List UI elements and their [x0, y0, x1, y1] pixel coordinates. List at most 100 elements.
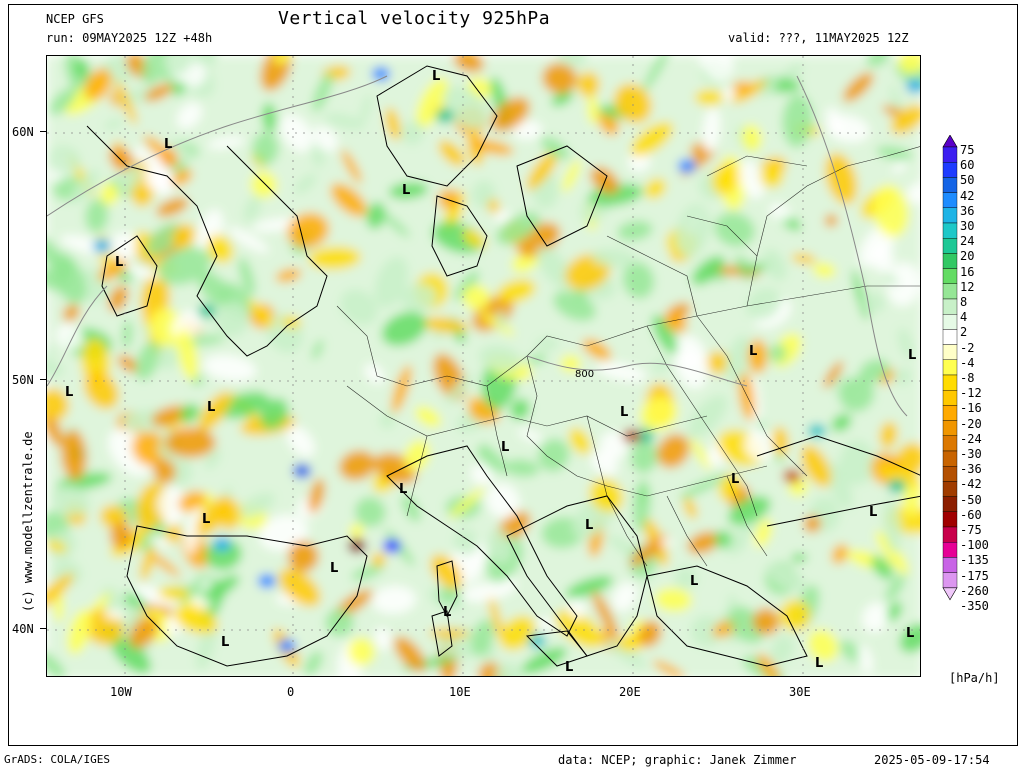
- legend-swatch: [942, 481, 958, 497]
- terrain-contours: [47, 75, 908, 417]
- legend-level-label: 12: [960, 279, 975, 294]
- lat-tick: [40, 628, 46, 629]
- low-marker: L: [620, 405, 628, 420]
- side-credit: (c) www.modellzentrale.de: [21, 431, 35, 612]
- plot-frame: [8, 4, 1018, 746]
- legend-level-label: 2: [960, 325, 968, 340]
- legend-swatch: [942, 420, 958, 437]
- legend-level-label: 60: [960, 158, 975, 173]
- legend-level-label: -8: [960, 371, 975, 385]
- legend-level-label: 16: [960, 264, 975, 279]
- chart-title: Vertical velocity 925hPa: [278, 8, 551, 29]
- map-canvas: 800 L L L L L L L L L L L L L L L L L L …: [47, 56, 920, 676]
- low-marker: L: [443, 605, 451, 620]
- legend-level-label: -30: [960, 447, 982, 461]
- legend-level-label: 30: [960, 219, 975, 233]
- legend-swatch: [942, 511, 958, 528]
- low-marker: L: [731, 472, 739, 487]
- low-marker: L: [749, 344, 757, 359]
- legend-swatch: [942, 237, 958, 254]
- low-marker: L: [869, 505, 877, 520]
- footer-timestamp: 2025-05-09-17:54: [874, 753, 990, 767]
- legend-level-label: 50: [960, 173, 975, 188]
- low-marker: L: [65, 385, 73, 400]
- legend-level-label: 20: [960, 249, 975, 264]
- lat-label-40n: 40N: [12, 622, 34, 636]
- legend-level-label: -12: [960, 386, 982, 401]
- legend-swatch: [942, 557, 958, 573]
- lon-label-0: 0: [287, 685, 295, 699]
- map-area: 800 L L L L L L L L L L L L L L L L L L …: [46, 55, 921, 677]
- legend-level-label: -36: [960, 462, 982, 477]
- legend-swatch: [942, 572, 958, 589]
- footer-data-credit: data: NCEP; graphic: Janek Zimmer: [558, 753, 797, 767]
- legend-swatch: [942, 526, 958, 543]
- legend-level-label: -100: [960, 538, 989, 553]
- legend-swatch: [942, 359, 958, 376]
- lows-layer: L L L L L L L L L L L L L L L L L L L L …: [65, 69, 916, 675]
- footer-grads: GrADS: COLA/IGES: [4, 753, 110, 766]
- low-marker: L: [501, 440, 509, 455]
- legend-level-label: -350: [960, 599, 989, 613]
- low-marker: L: [399, 482, 407, 497]
- legend-level-label: -175: [960, 568, 989, 583]
- legend-unit: [hPa/h]: [949, 671, 1000, 685]
- lon-label-10w: 10W: [110, 685, 132, 699]
- legend-swatch: [942, 177, 958, 193]
- legend-swatch: [942, 222, 958, 239]
- legend-level-label: -20: [960, 416, 982, 431]
- legend-swatch: [942, 389, 958, 406]
- graticule: [47, 56, 920, 676]
- low-marker: L: [402, 183, 410, 198]
- low-marker: L: [432, 69, 440, 84]
- legend-swatch: [942, 253, 958, 269]
- legend-swatch: [942, 283, 958, 300]
- legend-swatch: [942, 162, 958, 178]
- legend-level-label: -135: [960, 553, 989, 568]
- legend-level-label: -4: [960, 355, 975, 370]
- legend-level-label: 75: [960, 143, 975, 157]
- low-marker: L: [585, 518, 593, 533]
- low-marker: L: [906, 626, 914, 641]
- legend-swatch: [942, 374, 958, 391]
- legend-swatch: [942, 466, 958, 482]
- legend-level-label: -60: [960, 507, 982, 522]
- legend-level-label: -42: [960, 477, 982, 492]
- low-marker: L: [908, 348, 916, 363]
- legend-swatch: [942, 435, 958, 452]
- legend-swatch: [942, 344, 958, 361]
- lat-tick: [40, 131, 46, 132]
- lon-label-20e: 20E: [619, 685, 641, 699]
- low-marker: L: [207, 400, 215, 415]
- legend-swatch: [942, 542, 958, 558]
- legend-level-label: -75: [960, 523, 982, 537]
- low-marker: L: [330, 561, 338, 576]
- run-info: run: 09MAY2025 12Z +48h: [46, 31, 213, 45]
- lat-label-60n: 60N: [12, 125, 34, 139]
- legend-level-label: -16: [960, 401, 982, 416]
- legend-swatch: [942, 298, 958, 315]
- legend-level-label: 24: [960, 234, 975, 249]
- legend-swatch: [942, 268, 958, 285]
- contour-label: 800: [575, 369, 594, 380]
- legend-arrow-top: [942, 135, 958, 148]
- legend-swatch: [942, 450, 958, 467]
- low-marker: L: [202, 512, 210, 527]
- lon-label-10e: 10E: [449, 685, 471, 699]
- legend-swatch: [942, 313, 958, 330]
- low-marker: L: [115, 255, 123, 270]
- legend-arrow-bottom: [942, 587, 958, 601]
- valid-time: valid: ???, 11MAY2025 12Z: [728, 31, 909, 45]
- legend-colorbar: [942, 135, 958, 601]
- lat-label-50n: 50N: [12, 373, 34, 387]
- low-marker: L: [164, 137, 172, 152]
- legend-swatch: [942, 192, 958, 208]
- legend-swatch: [942, 146, 958, 163]
- coastlines: [86, 65, 920, 667]
- low-marker: L: [815, 656, 823, 671]
- legend-level-label: -24: [960, 431, 982, 446]
- low-marker: L: [221, 635, 229, 650]
- legend-level-label: -50: [960, 492, 982, 507]
- legend-swatch: [942, 496, 958, 513]
- legend-level-label: 42: [960, 188, 975, 203]
